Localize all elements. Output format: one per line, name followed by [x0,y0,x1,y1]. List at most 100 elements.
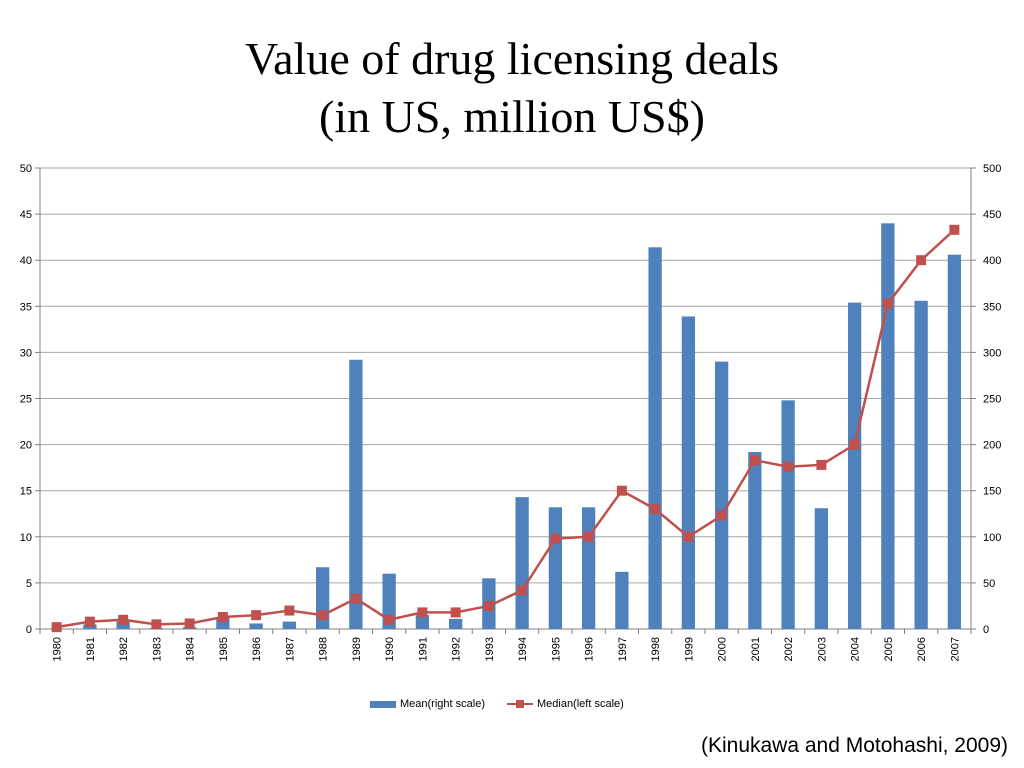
right-tick-label: 450 [983,209,1001,221]
median-point [384,614,395,625]
bar-mean [814,508,829,629]
x-tick-label: 1993 [484,637,496,661]
left-tick-label: 45 [20,209,32,221]
x-tick-label: 2005 [883,637,895,661]
chart-legend: Mean(right scale) Median(left scale) [370,698,646,710]
left-tick-label: 25 [20,394,32,406]
right-tick-label: 0 [983,624,989,636]
right-tick-label: 50 [983,578,995,590]
median-point [816,459,827,470]
right-tick-label: 150 [983,486,1001,498]
chart-plot: 0 5 10 15 20 25 30 35 40 45 500 50 100 150 2002 50 300 35… [20,163,1002,661]
left-tick-label: 20 [20,440,32,452]
x-tick-label: 2006 [916,637,928,661]
x-tick-label: 1989 [351,637,363,661]
bar-mean [116,621,130,629]
x-tick-label: 1980 [52,637,64,661]
bar-mean [349,359,363,629]
bar-mean [748,451,762,629]
chart-title-line-2: (in US, million US$) [319,91,705,142]
right-tick-label: 400 [983,255,1001,267]
median-point [84,616,95,627]
x-tick-label: 2004 [850,637,862,661]
bar-mean [881,223,895,629]
median-point [882,298,893,309]
left-tick-label: 50 [20,163,32,175]
median-point [284,605,295,616]
x-tick-label: 1998 [650,637,662,661]
median-point [217,612,228,623]
x-tick-label: 1991 [417,637,429,661]
x-tick-label: 1981 [85,637,97,661]
bar-mean [548,507,563,629]
legend-swatch-mean [370,700,396,708]
bar-mean [914,300,928,629]
left-tick-label: 15 [20,486,32,498]
legend-label-mean: Mean(right scale) [400,698,485,710]
x-tick-label: 1986 [251,637,263,661]
bar-mean [415,615,430,629]
median-point [949,224,960,235]
x-tick-label: 1992 [451,637,463,661]
x-tick-label: 1994 [517,637,529,661]
median-point [51,622,62,633]
x-tick-label: 1997 [617,637,629,661]
bar-mean [648,247,662,630]
right-tick-label: 500 [983,163,1001,175]
left-tick-label: 5 [26,578,32,590]
x-tick-label: 1988 [318,637,330,661]
source-citation: (Kinukawa and Motohashi, 2009) [700,734,1008,757]
median-point [317,610,328,621]
x-tick-label: 2000 [717,637,729,661]
median-point [749,455,760,466]
right-tick-label: 250 [983,394,1001,406]
bar-mean [681,316,696,629]
bar-mean [83,624,97,629]
median-point [517,585,528,596]
legend-item-mean: Mean(right scale) [370,698,485,710]
median-point [184,618,195,629]
x-tick-label: 1985 [218,637,230,661]
x-tick-label: 1999 [683,637,695,661]
median-point [450,607,461,618]
median-point [616,485,627,496]
median-point [350,593,361,604]
bar-mean [847,302,862,629]
x-tick-label: 1982 [118,637,130,661]
legend-label-median: Median(left scale) [536,698,624,710]
chart-title: Value of drug licensing deals (in US, mi… [0,30,1024,146]
left-tick-label: 40 [20,255,32,267]
x-tick-label: 2007 [949,637,961,661]
right-tick-label: 300 [983,347,1001,359]
bar-mean [515,497,529,629]
bar-mean [714,361,729,629]
median-point [916,255,927,266]
median-point [650,504,661,515]
bar-mean [781,400,795,629]
x-tick-label: 1995 [550,637,562,661]
left-tick-label: 30 [20,347,32,359]
median-point [118,614,129,625]
median-point [550,533,561,544]
x-tick-label: 2003 [816,637,828,661]
x-tick-label: 1990 [384,637,396,661]
x-tick-label: 1987 [284,637,296,661]
bar-mean [448,618,463,629]
chart-title-line-1: Value of drug licensing deals [245,33,779,84]
median-point [783,461,794,472]
median-point [151,619,162,630]
bar-mean [615,571,629,629]
x-tick-label: 2001 [750,637,762,661]
median-point [716,510,727,521]
median-point [483,600,494,611]
right-tick-label: 350 [983,301,1001,313]
right-tick-label: 100 [983,532,1001,544]
legend-item-median: Median(left scale) [506,698,624,710]
median-point [849,439,860,450]
left-tick-label: 35 [20,301,32,313]
x-tick-label: 2002 [783,637,795,661]
median-point [683,531,694,542]
median-point [251,610,262,621]
left-tick-label: 10 [20,532,32,544]
bar-mean [581,507,596,629]
